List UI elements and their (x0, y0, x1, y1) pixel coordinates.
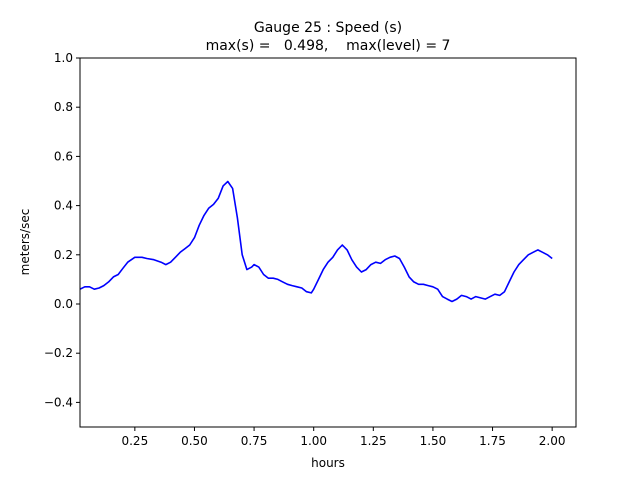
x-tick-label: 1.75 (479, 434, 506, 448)
y-tick-label: 0.8 (54, 100, 73, 114)
y-tick-label: −0.2 (44, 346, 73, 360)
y-tick-label: 0.2 (54, 248, 73, 262)
axis-ticks: 0.25 0.50 0.75 1.00 1.25 1.50 1.75 2.00 −0.4 −0.2… (44, 51, 566, 448)
y-tick-label: −0.4 (44, 395, 73, 409)
chart-title-line2: max(s) = 0.498, max(level) = 7 (206, 38, 451, 54)
chart-title-line1: Gauge 25 : Speed (s) (254, 20, 402, 36)
x-tick-label: 0.75 (241, 434, 268, 448)
y-tick-label: 0.6 (54, 149, 73, 163)
y-tick-label: 0.4 (54, 199, 73, 213)
x-tick-label: 2.00 (539, 434, 566, 448)
x-axis-label: hours (311, 456, 345, 470)
x-tick-label: 1.00 (300, 434, 327, 448)
y-tick-label: 1.0 (54, 51, 73, 65)
x-tick-label: 1.25 (360, 434, 387, 448)
speed-series-line (79, 180, 553, 303)
x-tick-label: 0.25 (121, 434, 148, 448)
plot-area-frame (79, 57, 577, 428)
y-axis-label: meters/sec (18, 209, 32, 276)
x-tick-label: 0.50 (181, 434, 208, 448)
y-tick-label: 0.0 (54, 297, 73, 311)
x-tick-label: 1.50 (420, 434, 447, 448)
